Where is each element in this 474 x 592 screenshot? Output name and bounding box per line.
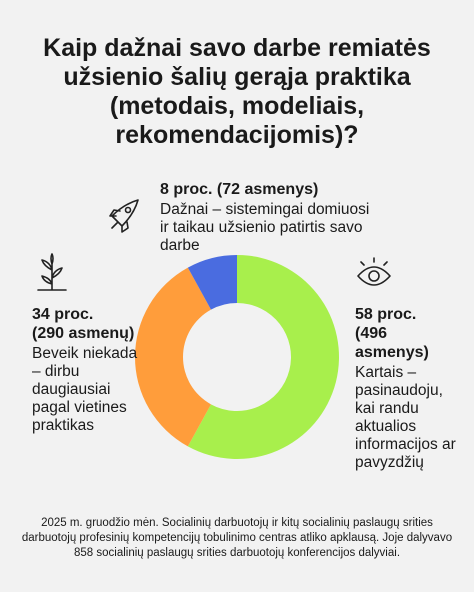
value-heading: 8 proc. (72 asmenys): [160, 180, 380, 199]
count-label: (496 asmenys): [355, 325, 429, 361]
label-block: 58 proc. (496 asmenys) Kartais – pasinau…: [355, 305, 457, 472]
eye-icon: [357, 257, 391, 286]
footnote: 2025 m. gruodžio mėn. Socialinių darbuot…: [21, 517, 453, 559]
donut-slice: [135, 267, 211, 447]
donut-slice: [187, 255, 237, 310]
value-label: 58 proc.: [355, 306, 417, 323]
count-label: (72 asmenys): [216, 181, 319, 198]
label-block: 8 proc. (72 asmenys) Dažnai – sisteminga…: [160, 180, 380, 255]
value-label: 8 proc.: [160, 181, 213, 198]
category-label: Dažnai – sistemingai domiuosi ir taikau …: [160, 201, 370, 254]
label-block: 34 proc. (290 asmenų) Beveik niekada – d…: [32, 305, 144, 435]
category-label: Kartais – pasinaudoju, kai randu aktuali…: [355, 364, 456, 471]
plant-icon: [37, 253, 67, 291]
rocket-icon: [109, 199, 139, 233]
count-label: (290 asmenų): [32, 325, 135, 342]
category-label: Beveik niekada – dirbu daugiausiai pagal…: [32, 345, 138, 434]
donut-slice: [187, 255, 340, 459]
value-label: 34 proc.: [32, 306, 94, 323]
chart-title: Kaip dažnai savo darbe remiatės užsienio…: [43, 34, 431, 149]
